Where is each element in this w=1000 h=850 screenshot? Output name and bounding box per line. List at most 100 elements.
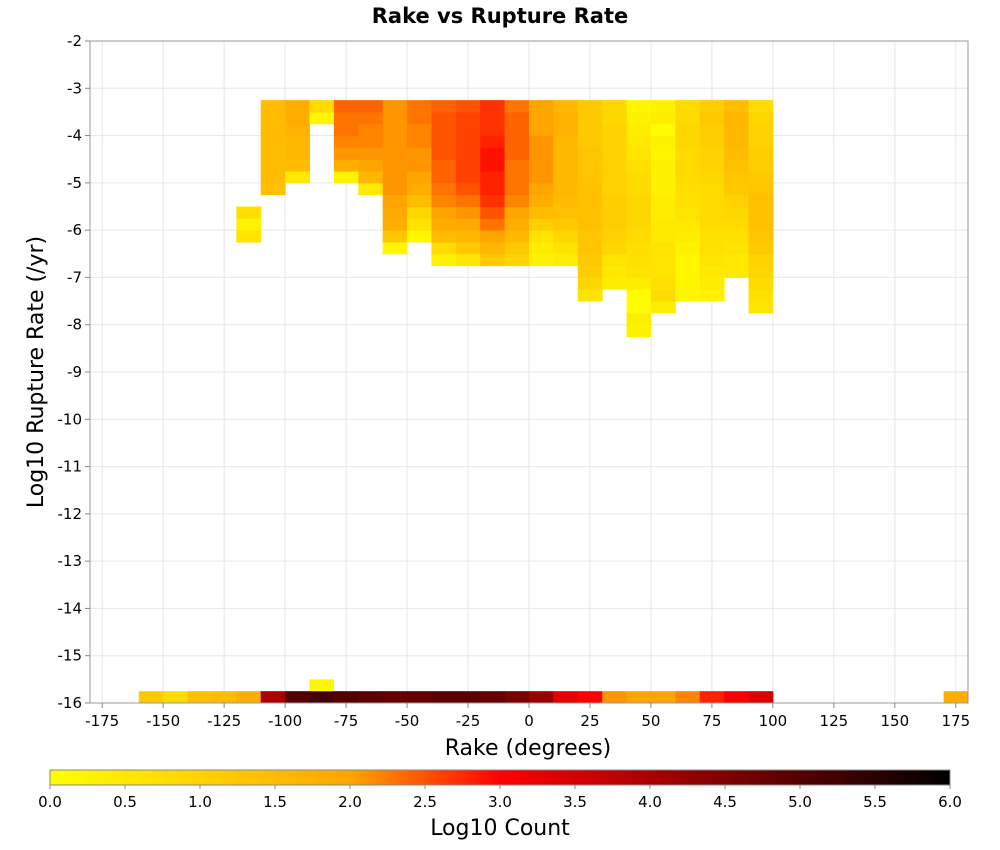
heatmap-cell [748,218,774,231]
heatmap-cell [407,230,432,243]
heatmap-cell [675,230,701,243]
heatmap-cell [455,253,481,267]
heatmap-cell [504,182,530,196]
heatmap-cell [748,241,774,255]
heatmap-cell [504,111,530,125]
x-ticks: -175 -150 -125 -100 -75 -50 -25 0 25 50 75 100 125 15… [85,703,970,730]
heatmap-cell [724,159,749,172]
heatmap-cell [724,230,749,243]
heatmap-cell [650,111,676,125]
heatmap-cell [626,289,652,302]
heatmap-cell [577,171,603,184]
heatmap-cell [602,147,628,160]
heatmap-cell [650,230,676,243]
heatmap-cell [650,135,676,148]
heatmap-cell [455,111,481,125]
heatmap-cell [382,111,408,125]
colorbar-tick-label: 6.0 [938,793,962,811]
colorbar-tick-label: 3.0 [488,793,512,811]
heatmap-cell [480,135,506,148]
heatmap-cell [553,159,579,172]
heatmap-cell [285,100,310,113]
heatmap-cell [650,194,676,207]
heatmap-cell [675,206,701,219]
heatmap-cell [748,147,774,160]
heatmap-cell [407,100,432,113]
heatmap-cell [699,691,725,703]
heatmap-cell [602,135,628,148]
heatmap-cell [675,159,701,172]
y-tick-label: -8 [67,316,82,334]
heatmap-cell [236,691,262,703]
heatmap-cell [480,230,506,243]
heatmap-cell [724,218,749,231]
heatmap-cell [333,135,359,148]
heatmap-cell [553,194,579,207]
heatmap-cell [309,691,335,703]
heatmap-cell [407,135,432,148]
heatmap-cell [602,277,628,290]
heatmap-cell [724,182,749,196]
heatmap-cell [650,218,676,231]
heatmap-cell [358,111,384,125]
heatmap-cell [748,277,774,290]
heatmap-cell [577,135,603,148]
heatmap-cell [382,218,408,231]
heatmap-cell [724,111,749,125]
x-tick-label: 0 [524,712,534,730]
heatmap-cell [577,111,603,125]
heatmap-cell [626,324,652,338]
heatmap-cell [260,100,286,113]
heatmap-cell [626,123,652,137]
heatmap-cell [626,691,652,703]
heatmap-cell [626,218,652,231]
colorbar-tick-label: 5.5 [863,793,887,811]
heatmap-cell [675,123,701,137]
heatmap-cell [553,253,579,267]
colorbar-tick-label: 5.0 [788,793,812,811]
heatmap-cell [382,147,408,160]
heatmap-cell [407,171,432,184]
heatmap-cell [602,171,628,184]
y-tick-label: -6 [67,221,82,239]
y-tick-label: -15 [58,647,83,665]
heatmap-cell [260,182,286,196]
heatmap-cell [626,171,652,184]
heatmap-cell [748,171,774,184]
heatmap-cell [626,241,652,255]
heatmap-cell [455,218,481,231]
heatmap-cell [577,182,603,196]
heatmap-cell [553,171,579,184]
heatmap-cell [626,265,652,278]
heatmap-cell [480,194,506,207]
heatmap-cell [529,159,554,172]
heatmap-cell [553,100,579,113]
heatmap-cell [480,123,506,137]
heatmap-cell [260,123,286,137]
heatmap-cell [480,111,506,125]
heatmap-cell [699,135,725,148]
heatmap-cell [577,147,603,160]
heatmap-cell [529,123,554,137]
heatmap-cell [382,691,408,703]
heatmap-cell [504,159,530,172]
heatmap-cell [699,218,725,231]
heatmap-cell [431,100,457,113]
heatmap-cell [602,691,628,703]
heatmap-cell [529,100,554,113]
heatmap-cell [480,691,506,703]
x-tick-label: -100 [268,712,302,730]
heatmap-cell [699,159,725,172]
heatmap-cell [529,218,554,231]
heatmap-cell [577,289,603,302]
heatmap-cell [650,289,676,302]
y-tick-label: -11 [58,458,83,476]
heatmap-cell [699,100,725,113]
heatmap-cell [748,206,774,219]
x-tick-label: 25 [580,712,599,730]
y-tick-label: -13 [58,552,83,570]
colorbar-tick-label: 4.5 [713,793,737,811]
y-tick-label: -9 [67,363,82,381]
heatmap-cell [577,100,603,113]
